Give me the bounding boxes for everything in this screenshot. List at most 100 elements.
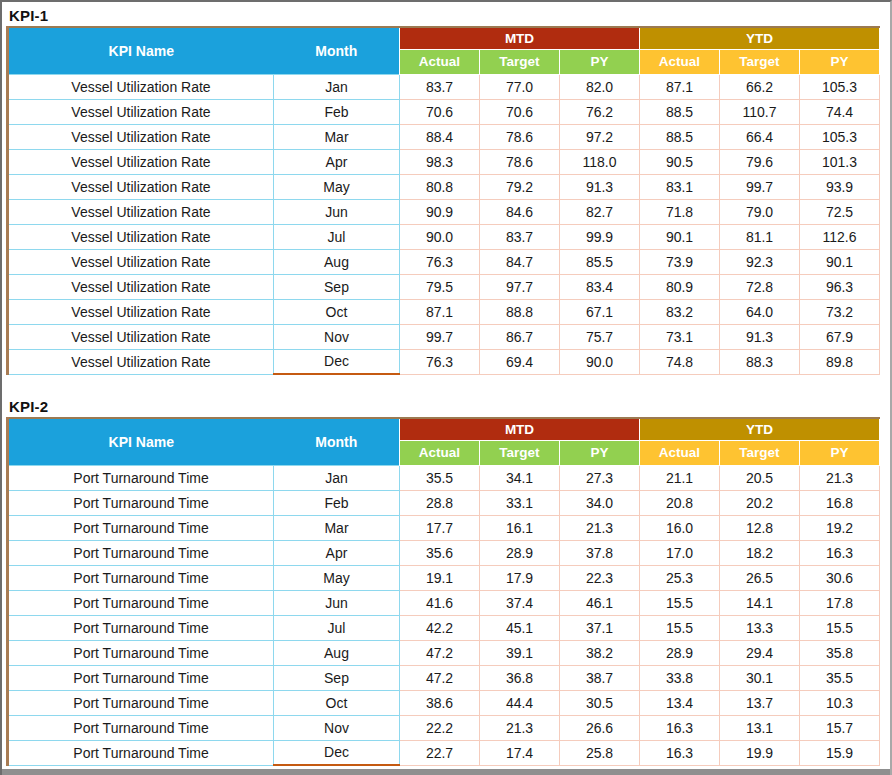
mtd-py-cell[interactable]: 34.0 (560, 490, 640, 515)
kpi-name-header[interactable]: KPI Name (8, 418, 274, 465)
ytd-py-cell[interactable]: 16.3 (800, 540, 880, 565)
ytd-target-cell[interactable]: 19.9 (720, 740, 800, 765)
ytd-py-cell[interactable]: 93.9 (800, 174, 880, 199)
ytd-actual-cell[interactable]: 21.1 (640, 465, 720, 490)
kpi-name-cell[interactable]: Vessel Utilization Rate (8, 299, 274, 324)
ytd-actual-cell[interactable]: 16.3 (640, 715, 720, 740)
ytd-py-cell[interactable]: 105.3 (800, 124, 880, 149)
mtd-target-cell[interactable]: 77.0 (480, 74, 560, 99)
ytd-actual-cell[interactable]: 83.1 (640, 174, 720, 199)
month-header[interactable]: Month (274, 27, 400, 74)
ytd-actual-cell[interactable]: 87.1 (640, 74, 720, 99)
ytd-target-cell[interactable]: 92.3 (720, 249, 800, 274)
mtd-actual-cell[interactable]: 42.2 (400, 615, 480, 640)
mtd-py-cell[interactable]: 118.0 (560, 149, 640, 174)
month-cell[interactable]: May (274, 565, 400, 590)
mtd-py-cell[interactable]: 82.7 (560, 199, 640, 224)
ytd-target-cell[interactable]: 29.4 (720, 640, 800, 665)
ytd-actual-cell[interactable]: 13.4 (640, 690, 720, 715)
kpi-name-cell[interactable]: Vessel Utilization Rate (8, 99, 274, 124)
ytd-py-cell[interactable]: 101.3 (800, 149, 880, 174)
ytd-target-cell[interactable]: 99.7 (720, 174, 800, 199)
mtd-py-cell[interactable]: 85.5 (560, 249, 640, 274)
kpi-name-cell[interactable]: Port Turnaround Time (8, 490, 274, 515)
mtd-py-cell[interactable]: 75.7 (560, 324, 640, 349)
mtd-actual-cell[interactable]: 70.6 (400, 99, 480, 124)
ytd-actual-cell[interactable]: 33.8 (640, 665, 720, 690)
mtd-py-cell[interactable]: 67.1 (560, 299, 640, 324)
mtd-py-cell[interactable]: 38.2 (560, 640, 640, 665)
mtd-py-cell[interactable]: 25.8 (560, 740, 640, 765)
month-cell[interactable]: Dec (274, 349, 400, 374)
mtd-py-cell[interactable]: 26.6 (560, 715, 640, 740)
ytd-py-cell[interactable]: 112.6 (800, 224, 880, 249)
mtd-py-cell[interactable]: 27.3 (560, 465, 640, 490)
mtd-actual-header[interactable]: Actual (400, 440, 480, 465)
ytd-target-cell[interactable]: 13.7 (720, 690, 800, 715)
kpi-name-header[interactable]: KPI Name (8, 27, 274, 74)
month-cell[interactable]: Mar (274, 515, 400, 540)
month-cell[interactable]: Aug (274, 640, 400, 665)
mtd-target-cell[interactable]: 37.4 (480, 590, 560, 615)
ytd-target-cell[interactable]: 18.2 (720, 540, 800, 565)
kpi-name-cell[interactable]: Port Turnaround Time (8, 640, 274, 665)
mtd-actual-cell[interactable]: 47.2 (400, 640, 480, 665)
mtd-py-cell[interactable]: 76.2 (560, 99, 640, 124)
mtd-target-cell[interactable]: 83.7 (480, 224, 560, 249)
kpi-name-cell[interactable]: Port Turnaround Time (8, 515, 274, 540)
kpi-name-cell[interactable]: Vessel Utilization Rate (8, 249, 274, 274)
mtd-actual-cell[interactable]: 80.8 (400, 174, 480, 199)
ytd-target-cell[interactable]: 79.6 (720, 149, 800, 174)
mtd-actual-cell[interactable]: 47.2 (400, 665, 480, 690)
kpi-name-cell[interactable]: Vessel Utilization Rate (8, 149, 274, 174)
mtd-actual-cell[interactable]: 79.5 (400, 274, 480, 299)
ytd-target-cell[interactable]: 66.2 (720, 74, 800, 99)
kpi-name-cell[interactable]: Port Turnaround Time (8, 590, 274, 615)
ytd-target-cell[interactable]: 13.1 (720, 715, 800, 740)
mtd-group-header[interactable]: MTD (400, 27, 640, 49)
month-cell[interactable]: Jul (274, 224, 400, 249)
ytd-py-cell[interactable]: 30.6 (800, 565, 880, 590)
ytd-actual-header[interactable]: Actual (640, 49, 720, 74)
mtd-actual-cell[interactable]: 38.6 (400, 690, 480, 715)
mtd-py-cell[interactable]: 99.9 (560, 224, 640, 249)
ytd-actual-cell[interactable]: 17.0 (640, 540, 720, 565)
month-cell[interactable]: Jan (274, 74, 400, 99)
mtd-actual-cell[interactable]: 90.9 (400, 199, 480, 224)
month-cell[interactable]: Jan (274, 465, 400, 490)
month-cell[interactable]: Jun (274, 590, 400, 615)
mtd-target-cell[interactable]: 17.9 (480, 565, 560, 590)
ytd-py-header[interactable]: PY (800, 440, 880, 465)
ytd-actual-cell[interactable]: 16.0 (640, 515, 720, 540)
ytd-py-cell[interactable]: 17.8 (800, 590, 880, 615)
mtd-target-cell[interactable]: 28.9 (480, 540, 560, 565)
mtd-actual-header[interactable]: Actual (400, 49, 480, 74)
mtd-actual-cell[interactable]: 17.7 (400, 515, 480, 540)
ytd-py-cell[interactable]: 90.1 (800, 249, 880, 274)
mtd-target-cell[interactable]: 21.3 (480, 715, 560, 740)
mtd-py-cell[interactable]: 37.1 (560, 615, 640, 640)
mtd-actual-cell[interactable]: 28.8 (400, 490, 480, 515)
mtd-py-cell[interactable]: 37.8 (560, 540, 640, 565)
kpi-name-cell[interactable]: Vessel Utilization Rate (8, 124, 274, 149)
mtd-target-cell[interactable]: 84.7 (480, 249, 560, 274)
mtd-actual-cell[interactable]: 19.1 (400, 565, 480, 590)
month-cell[interactable]: Jul (274, 615, 400, 640)
kpi-name-cell[interactable]: Vessel Utilization Rate (8, 174, 274, 199)
mtd-target-header[interactable]: Target (480, 440, 560, 465)
mtd-target-cell[interactable]: 16.1 (480, 515, 560, 540)
mtd-actual-cell[interactable]: 76.3 (400, 249, 480, 274)
ytd-py-cell[interactable]: 19.2 (800, 515, 880, 540)
ytd-target-cell[interactable]: 14.1 (720, 590, 800, 615)
mtd-actual-cell[interactable]: 22.7 (400, 740, 480, 765)
mtd-py-cell[interactable]: 82.0 (560, 74, 640, 99)
kpi-name-cell[interactable]: Port Turnaround Time (8, 740, 274, 765)
ytd-py-cell[interactable]: 96.3 (800, 274, 880, 299)
kpi-name-cell[interactable]: Port Turnaround Time (8, 665, 274, 690)
mtd-target-cell[interactable]: 88.8 (480, 299, 560, 324)
kpi-name-cell[interactable]: Vessel Utilization Rate (8, 349, 274, 374)
ytd-target-cell[interactable]: 88.3 (720, 349, 800, 374)
kpi-name-cell[interactable]: Port Turnaround Time (8, 690, 274, 715)
ytd-target-cell[interactable]: 26.5 (720, 565, 800, 590)
mtd-actual-cell[interactable]: 41.6 (400, 590, 480, 615)
